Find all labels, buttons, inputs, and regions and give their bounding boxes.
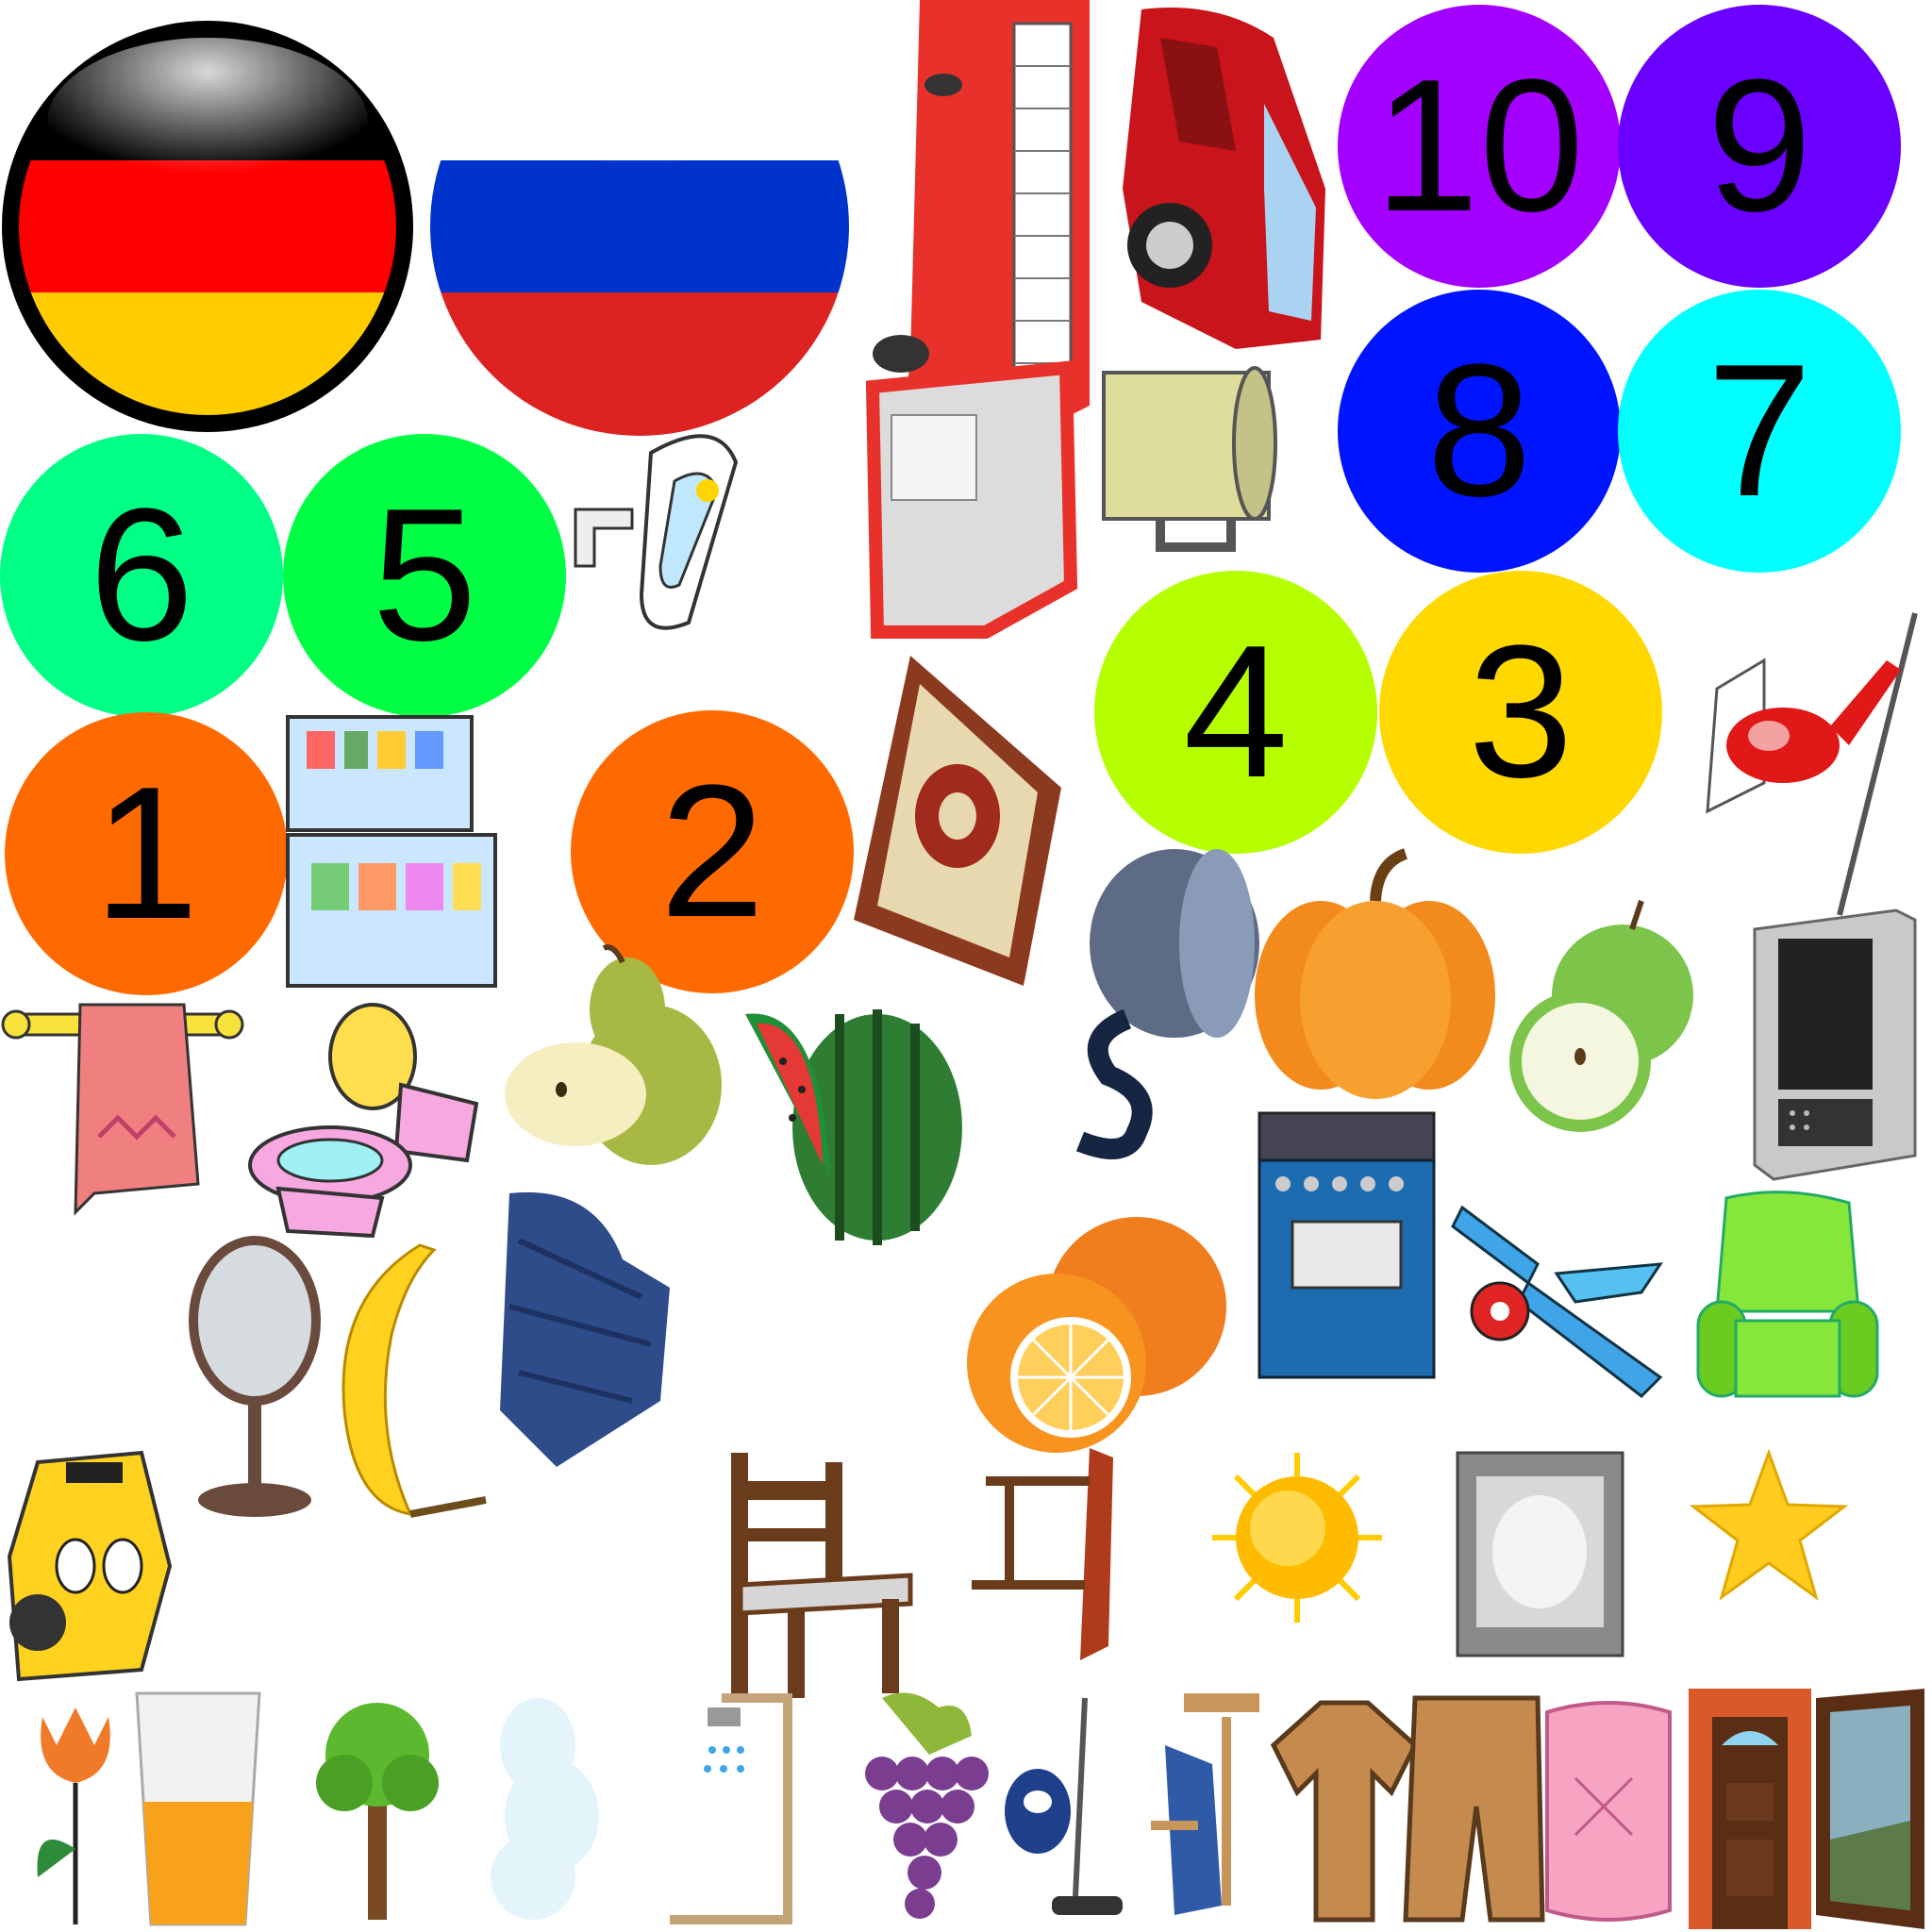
television-icon[interactable] <box>1453 1448 1627 1665</box>
apple-icon[interactable] <box>1500 900 1693 1137</box>
cloud-icon[interactable] <box>481 1693 604 1924</box>
number-badge-label: 10 <box>1374 41 1585 251</box>
number-badge-1[interactable]: 1 <box>5 712 288 995</box>
taxi-icon[interactable] <box>0 1443 179 1689</box>
shower-icon[interactable] <box>665 1693 802 1924</box>
fridge-icon[interactable] <box>283 712 509 995</box>
red-car-icon[interactable] <box>1104 0 1330 358</box>
number-badge-label: 9 <box>1707 41 1812 251</box>
number-badge-6[interactable]: 6 <box>0 434 283 717</box>
number-badge-3[interactable]: 3 <box>1379 571 1662 854</box>
tree-icon[interactable] <box>316 1689 439 1924</box>
toilet-icon[interactable] <box>241 1000 481 1241</box>
star-icon[interactable] <box>1689 1448 1849 1604</box>
bathtub-icon[interactable] <box>566 425 774 641</box>
chair-icon[interactable] <box>722 1443 915 1707</box>
number-badge-label: 1 <box>93 748 199 958</box>
number-badge-7[interactable]: 7 <box>1618 290 1901 573</box>
number-badge-label: 2 <box>659 746 765 957</box>
pear-icon[interactable] <box>500 943 736 1179</box>
window-icon[interactable] <box>1811 1689 1929 1929</box>
orange-icon[interactable] <box>967 1203 1231 1462</box>
stove-icon[interactable] <box>1255 1104 1439 1382</box>
blanket-icon[interactable] <box>481 1184 670 1467</box>
sun-icon[interactable] <box>1212 1453 1382 1623</box>
shorts-icon[interactable] <box>1401 1693 1547 1924</box>
vacuum-cleaner-icon[interactable] <box>1000 1689 1127 1924</box>
number-badge-8[interactable]: 8 <box>1338 290 1621 573</box>
number-badge-10[interactable]: 10 <box>1338 5 1621 288</box>
number-badge-label: 6 <box>89 470 194 680</box>
mirror-icon[interactable] <box>175 1236 325 1524</box>
russia-flag-icon[interactable] <box>423 19 857 436</box>
shirt-icon[interactable] <box>1269 1698 1420 1924</box>
microwave-icon[interactable] <box>1736 901 1920 1184</box>
pumpkin-icon[interactable] <box>1255 848 1495 1104</box>
armchair-icon[interactable] <box>1689 1189 1882 1420</box>
grapes-icon[interactable] <box>854 1689 991 1924</box>
flower-icon[interactable] <box>24 1698 123 1929</box>
number-badge-label: 3 <box>1468 607 1574 817</box>
airplane-icon[interactable] <box>1443 1205 1670 1443</box>
number-badge-label: 5 <box>372 470 477 680</box>
iron-icon[interactable] <box>1146 1689 1269 1924</box>
watermelon-icon[interactable] <box>736 986 972 1250</box>
number-badge-2[interactable]: 2 <box>571 710 854 993</box>
juice-glass-icon[interactable] <box>132 1689 264 1929</box>
germany-flag-icon[interactable] <box>0 19 415 434</box>
frying-pan-icon[interactable] <box>1061 849 1264 1189</box>
bus-icon[interactable] <box>854 0 1094 641</box>
number-badge-5[interactable]: 5 <box>283 434 566 717</box>
number-badge-label: 4 <box>1183 607 1289 817</box>
number-badge-label: 8 <box>1426 325 1532 536</box>
table-icon[interactable] <box>967 1448 1137 1660</box>
pillow-icon[interactable] <box>1538 1693 1679 1929</box>
towel-icon[interactable] <box>1 995 244 1231</box>
mug-icon[interactable] <box>1094 358 1288 557</box>
banana-icon[interactable] <box>316 1241 491 1524</box>
carpet-icon[interactable] <box>854 656 1066 986</box>
door-icon[interactable] <box>1689 1689 1811 1929</box>
number-badge-9[interactable]: 9 <box>1618 5 1901 288</box>
number-badge-4[interactable]: 4 <box>1094 571 1377 854</box>
helicopter-icon[interactable] <box>1698 604 1924 924</box>
number-badge-label: 7 <box>1707 325 1812 536</box>
